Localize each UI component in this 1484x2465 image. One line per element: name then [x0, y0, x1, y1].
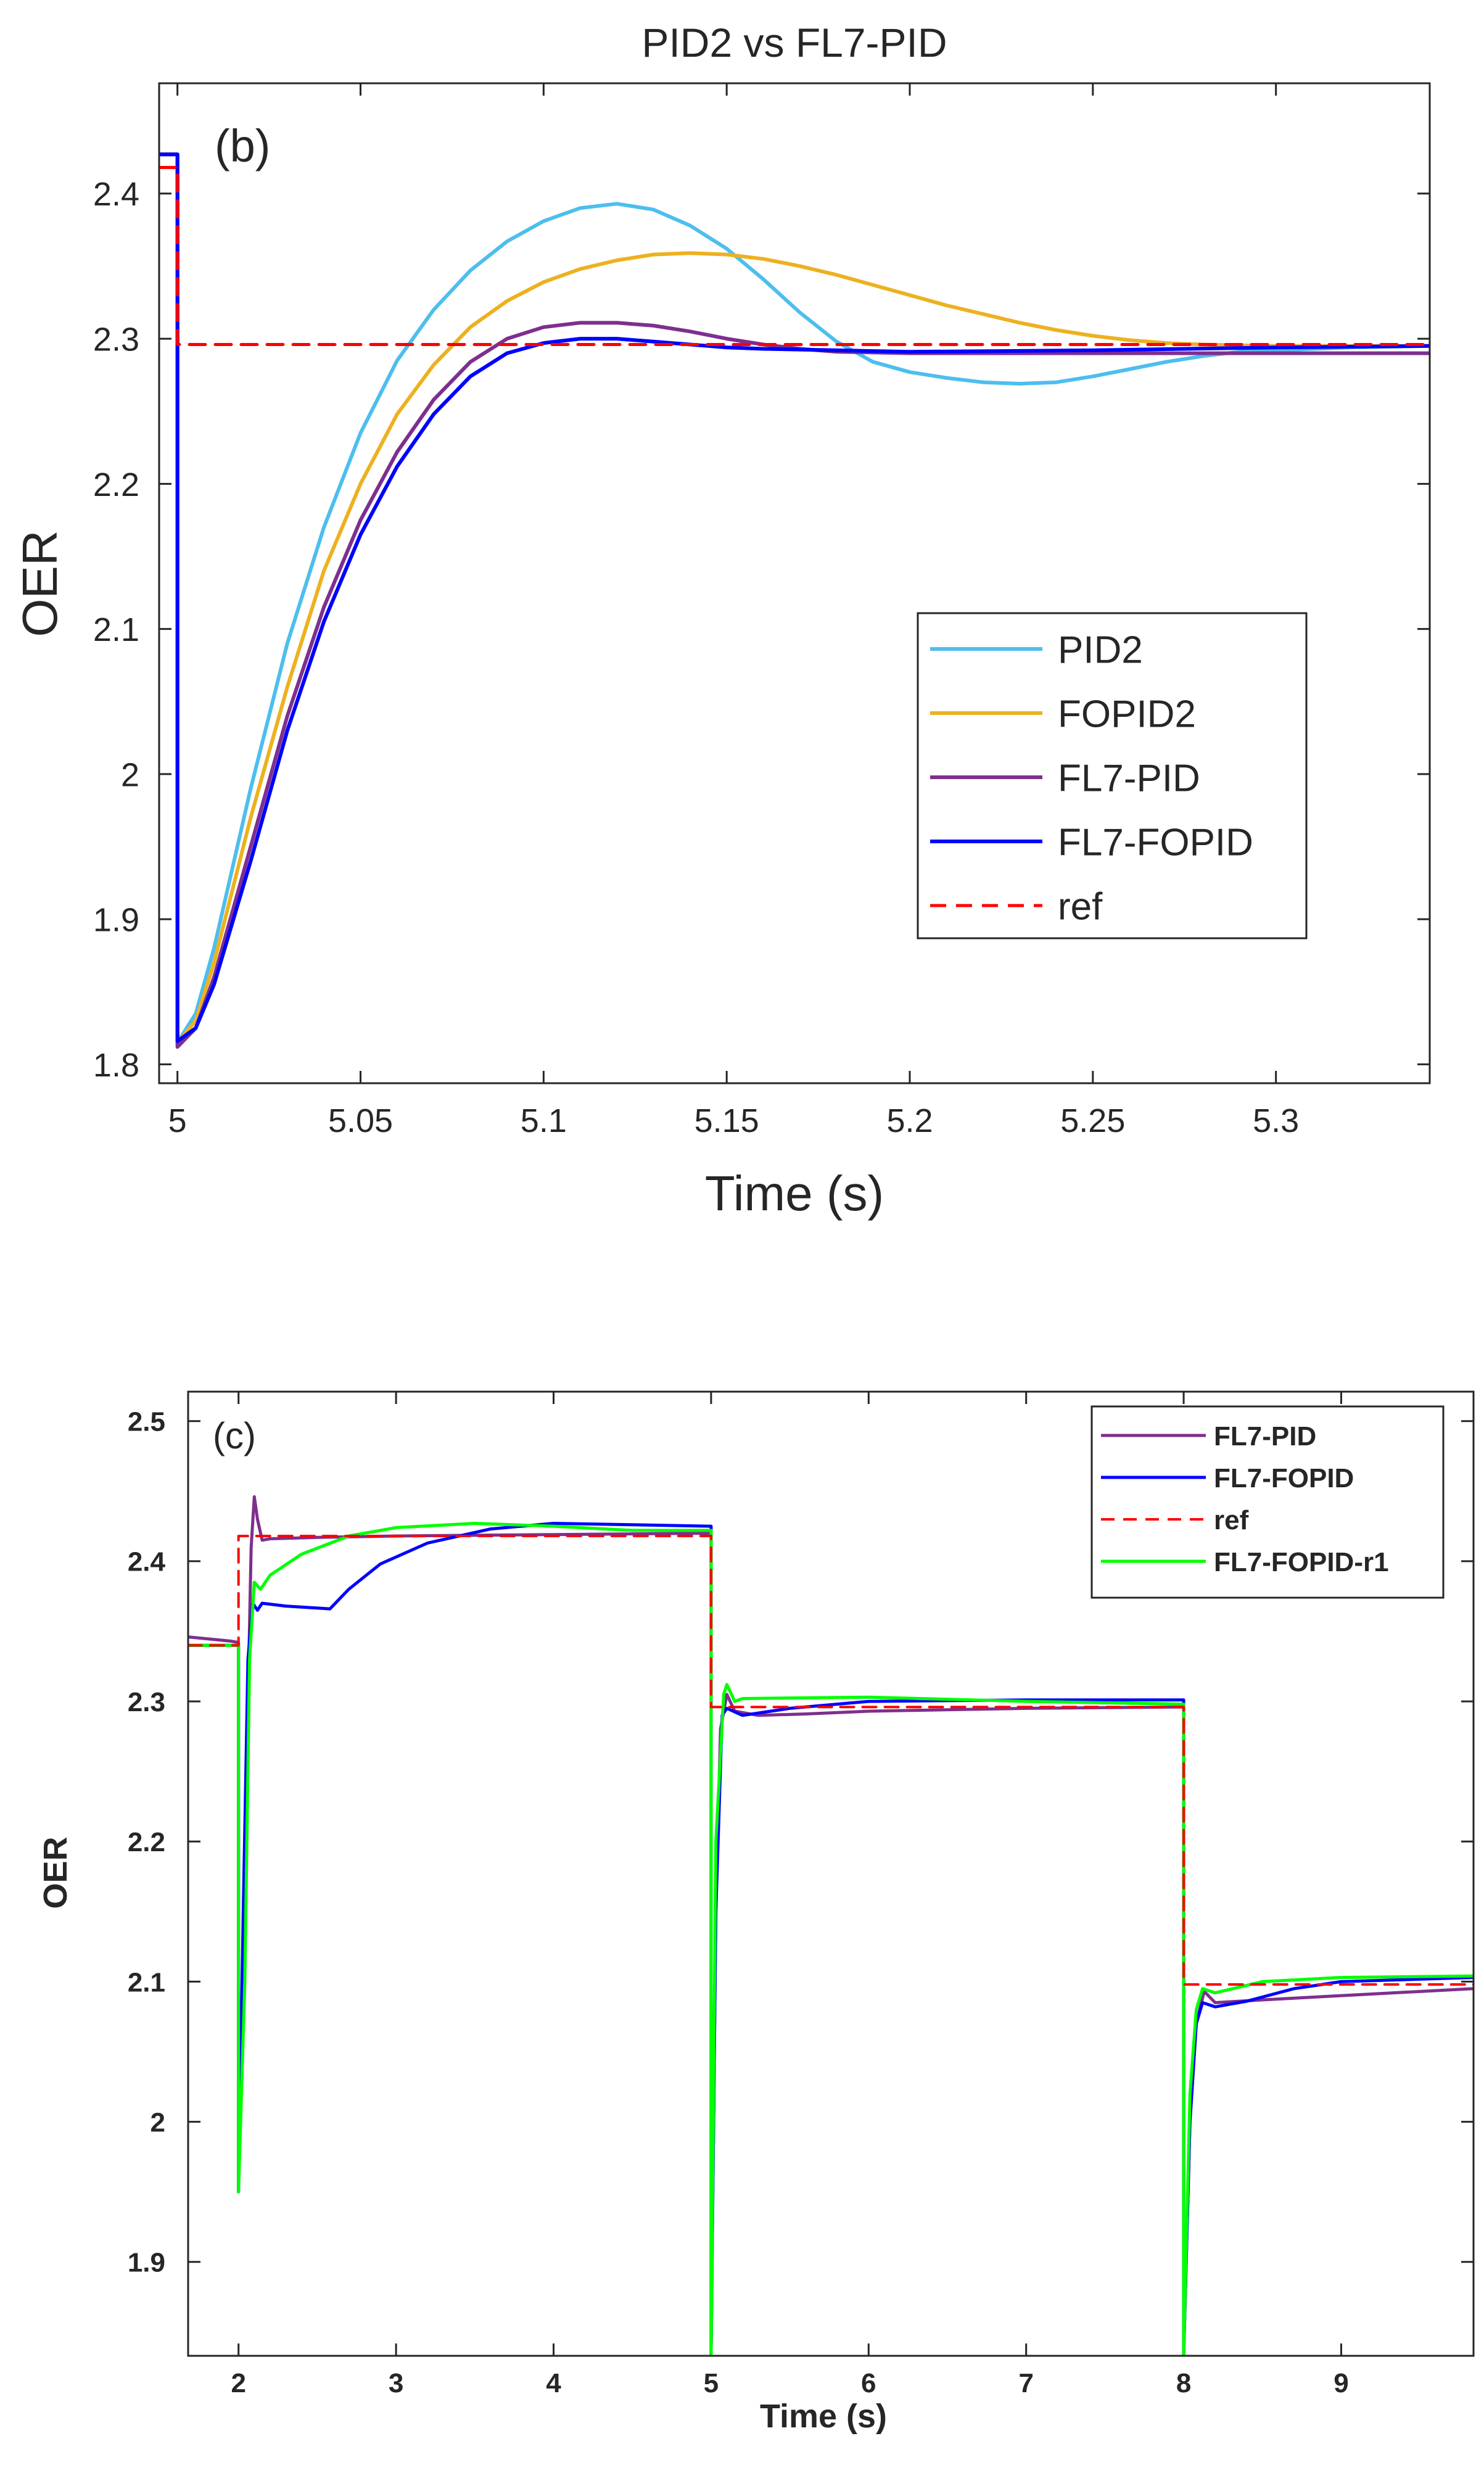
chart-c-y-tick-label: 2.3 [128, 1687, 165, 1717]
chart-c-legend-label: FL7-PID [1214, 1421, 1316, 1451]
chart-c-legend-items: FL7-PID FL7-FOPID ref FL7-FOPID-r1 [1101, 1421, 1389, 1577]
chart-b-y-tick-label: 1.9 [93, 902, 139, 939]
chart-b: PID2 vs FL7-PID 5 5.05 5.1 5.15 5.2 5.25 5.3 1.… [12, 20, 1431, 1221]
chart-c-y-tick-label: 2.4 [128, 1547, 166, 1577]
chart-c-x-tick-label: 6 [861, 2368, 876, 2398]
chart-b-y-tick-label: 2.1 [93, 611, 139, 648]
chart-c-x-axis-label: Time (s) [760, 2398, 887, 2435]
chart-c-series-group [188, 1495, 1474, 2356]
chart-c-series-fl7-fopid-r1 [188, 1522, 1474, 2356]
chart-c-legend-box [1090, 1405, 1445, 1599]
chart-b-y-axis-label: OER [12, 530, 67, 637]
chart-c-x-tick-label: 3 [389, 2368, 403, 2398]
chart-b-y-tick-label: 2.4 [93, 176, 139, 213]
chart-b-legend-label: ref [1058, 885, 1103, 928]
chart-b-y-tick-label: 2 [121, 756, 139, 793]
chart-c-series-ref [188, 1535, 1474, 1986]
chart-b-y-tick-label: 2.3 [93, 321, 139, 358]
chart-b-series [159, 152, 1430, 1049]
chart-b-x-tick-label: 5.05 [328, 1102, 393, 1139]
chart-b-x-tick-label: 5.1 [521, 1102, 567, 1139]
chart-c-x-tick-label: 5 [704, 2368, 719, 2398]
chart-b-legend-items: PID2 FOPID2 FL7-PID FL7-FOPID ref [930, 629, 1253, 928]
chart-b-ticks: 5 5.05 5.1 5.15 5.2 5.25 5.3 1.8 1.9 2 2.1 2.2 2.3 2.… [93, 83, 1430, 1139]
chart-b-y-tick-label: 1.8 [93, 1047, 139, 1084]
chart-b-legend: PID2 FOPID2 FL7-PID FL7-FOPID ref [917, 612, 1308, 939]
chart-b-series-pid2 [159, 152, 1430, 1045]
chart-b-series-group [159, 152, 1430, 1049]
chart-b-axes-box [158, 82, 1431, 1084]
chart-c-x-tick-label: 9 [1334, 2368, 1348, 2398]
chart-c-legend-label: FL7-FOPID-r1 [1214, 1547, 1389, 1577]
chart-c-legend-label: FL7-FOPID [1214, 1463, 1354, 1493]
chart-b-x-tick-label: 5.15 [695, 1102, 759, 1139]
chart-b-series-fl7-fopid [159, 152, 1430, 1043]
chart-c: 2 3 4 5 6 7 8 9 1.9 2 2.1 2.2 2.3 2.4 2.5 (c) Time (s)… [37, 1390, 1475, 2435]
chart-c-legend-label: ref [1214, 1505, 1249, 1535]
chart-b-x-tick-label: 5 [168, 1102, 187, 1139]
chart-b-legend-label: PID2 [1058, 629, 1143, 671]
chart-c-ticks: 2 3 4 5 6 7 8 9 1.9 2 2.1 2.2 2.3 2.4 2.5 [128, 1392, 1474, 2398]
chart-c-y-tick-label: 1.9 [128, 2248, 165, 2278]
chart-c-legend: FL7-PID FL7-FOPID ref FL7-FOPID-r1 [1090, 1405, 1445, 1599]
chart-b-legend-label: FOPID2 [1058, 693, 1196, 735]
chart-c-y-axis-label: OER [37, 1836, 74, 1909]
chart-b-series-fopid2 [159, 152, 1430, 1045]
chart-b-series-ref [159, 166, 1430, 346]
chart-c-panel-label: (c) [213, 1415, 256, 1456]
chart-c-x-tick-label: 4 [546, 2368, 561, 2398]
chart-c-y-tick-label: 2.5 [128, 1407, 165, 1437]
chart-c-y-tick-label: 2.2 [128, 1827, 165, 1857]
chart-b-x-axis-label: Time (s) [705, 1166, 884, 1221]
chart-b-x-tick-label: 5.25 [1060, 1102, 1125, 1139]
chart-c-y-tick-label: 2 [150, 2107, 165, 2137]
chart-b-panel-label: (b) [215, 120, 270, 171]
chart-b-legend-label: FL7-PID [1058, 757, 1200, 799]
chart-c-x-tick-label: 8 [1176, 2368, 1191, 2398]
chart-c-axes-box [187, 1390, 1475, 2357]
chart-c-x-tick-label: 7 [1018, 2368, 1033, 2398]
chart-b-x-tick-label: 5.2 [886, 1102, 933, 1139]
chart-b-legend-label: FL7-FOPID [1058, 821, 1253, 864]
chart-c-series [188, 1495, 1474, 2356]
chart-b-x-tick-label: 5.3 [1253, 1102, 1299, 1139]
chart-b-y-tick-label: 2.2 [93, 466, 139, 503]
chart-b-title: PID2 vs FL7-PID [641, 20, 947, 65]
chart-c-y-tick-label: 2.1 [128, 1967, 165, 1997]
chart-c-x-tick-label: 2 [231, 2368, 245, 2398]
